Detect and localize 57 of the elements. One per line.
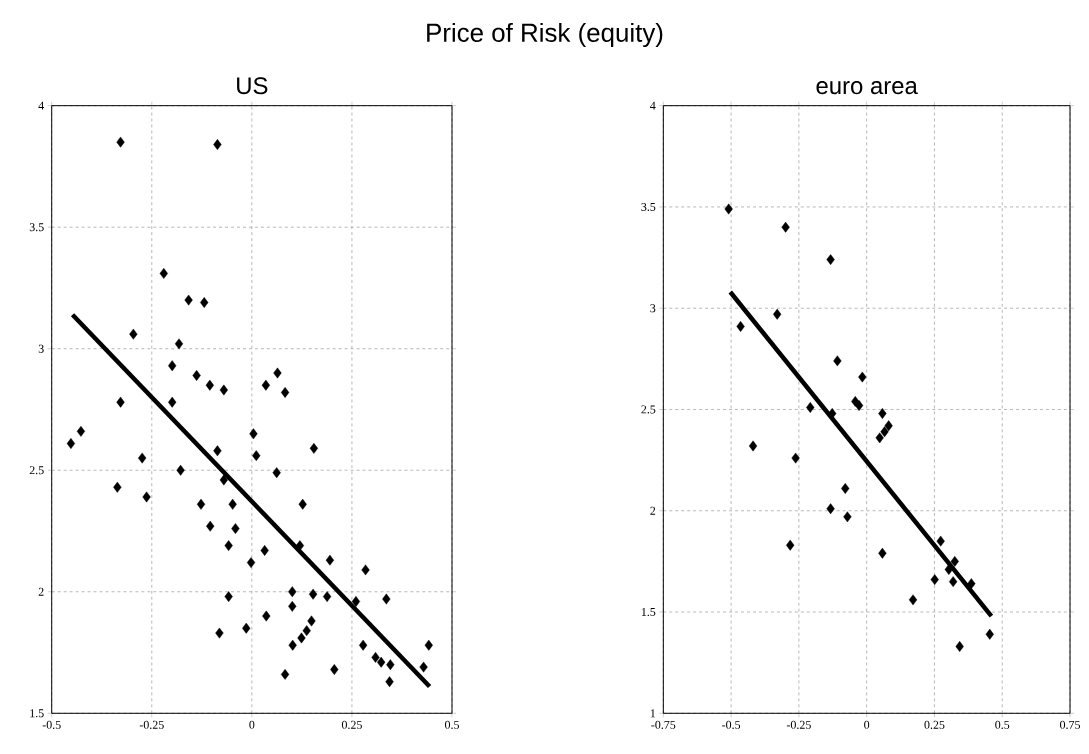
chart-subtitle: US (237, 77, 268, 95)
x-tick-label: 0.5 (995, 720, 1010, 729)
point (826, 503, 835, 515)
point (955, 641, 964, 652)
point (985, 628, 994, 640)
x-tick-label: -0.25 (139, 720, 164, 729)
y-tick-label: 3.5 (641, 202, 656, 211)
x-tick-label: -0.5 (42, 720, 61, 729)
y-tick-label: 1 (650, 709, 656, 718)
point (858, 371, 867, 383)
point (773, 308, 782, 320)
y-tick-label: 2 (38, 587, 44, 596)
point (833, 355, 842, 367)
point (944, 564, 953, 575)
point (967, 578, 976, 590)
point (878, 408, 887, 419)
point (786, 539, 795, 551)
point (841, 483, 850, 494)
y-tick-label: 2.5 (29, 466, 44, 475)
point (736, 321, 745, 332)
y-tick-label: 2 (650, 506, 656, 515)
x-tick-label: 0.5 (444, 720, 460, 729)
y-tick-label: 3 (650, 304, 656, 313)
y-tick-label: 4 (650, 101, 656, 110)
x-tick-label: -0.75 (651, 720, 676, 729)
point (949, 576, 958, 588)
point (826, 254, 835, 266)
point (854, 400, 864, 411)
x-tick-label: 0 (249, 720, 255, 729)
point (843, 511, 852, 523)
point (748, 440, 758, 452)
point (908, 594, 918, 606)
x-tick-label: 0 (864, 720, 870, 729)
x-tick-label: -0.5 (722, 720, 741, 729)
point (878, 547, 887, 559)
y-tick-label: 4 (38, 101, 45, 110)
y-tick-label: 2.5 (641, 405, 656, 414)
x-tick-label: 0.25 (924, 720, 945, 729)
y-tick-label: 1.5 (641, 607, 656, 617)
point (875, 432, 884, 444)
point (791, 452, 800, 464)
point (880, 426, 889, 438)
point (936, 535, 945, 547)
x-tick-label: -0.25 (786, 720, 811, 729)
text: Price of Risk (equity) (427, 22, 663, 48)
y-tick-label: 3 (38, 344, 44, 353)
point (724, 203, 733, 215)
point (950, 555, 959, 567)
point (806, 402, 815, 413)
y-tick-label: 3.5 (29, 223, 44, 232)
y-tick-label: 1.5 (30, 709, 44, 718)
point (884, 420, 893, 432)
point (930, 574, 939, 586)
x-tick-label: 0.75 (1060, 720, 1081, 729)
chart-subtitle: euro area (816, 81, 918, 95)
x-tick-label: 0.25 (341, 720, 362, 729)
point (781, 221, 790, 233)
